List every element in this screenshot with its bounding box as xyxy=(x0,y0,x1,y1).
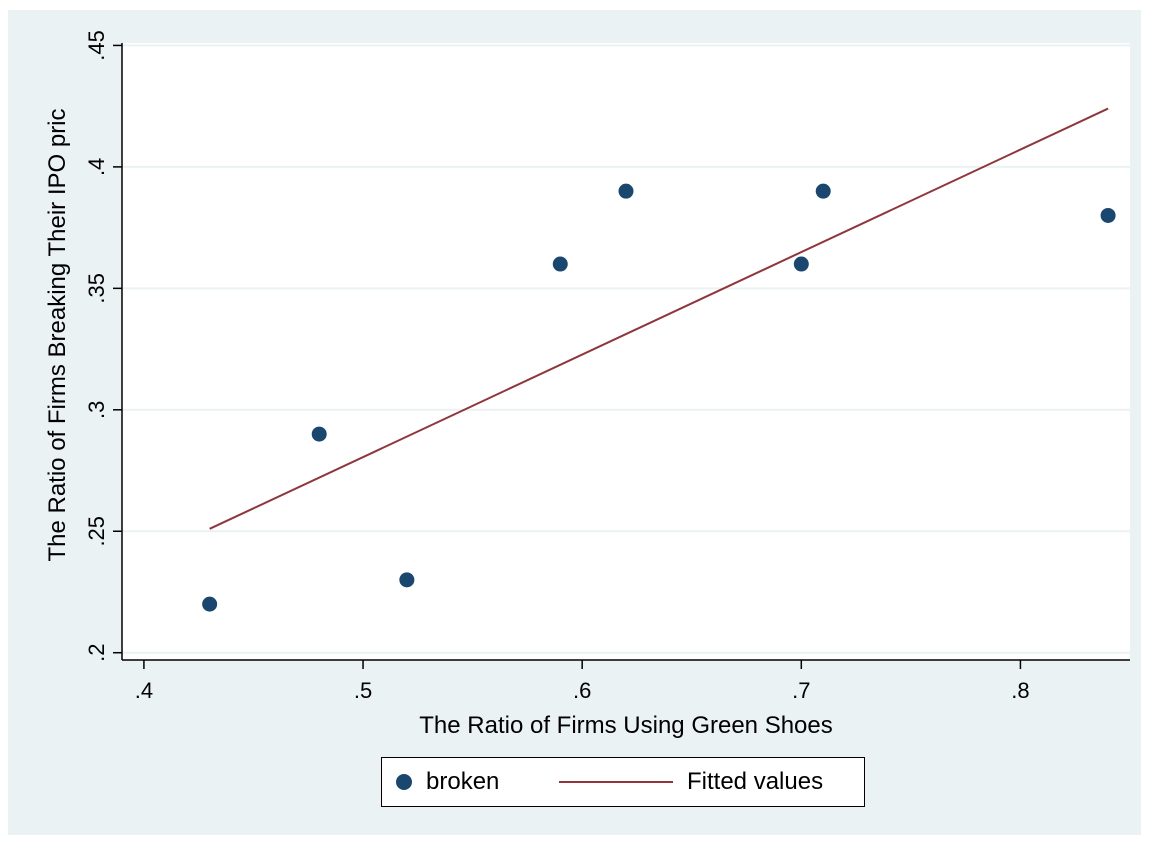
x-tick-label: .8 xyxy=(1011,678,1029,703)
fitted-line-layer xyxy=(209,107,1109,530)
y-axis-title: The Ratio of Firms Breaking Their IPO pr… xyxy=(44,108,71,561)
x-tick-label: .7 xyxy=(792,678,810,703)
plot-area xyxy=(122,43,1130,660)
grid-lines xyxy=(122,44,1130,654)
legend-marker-dot xyxy=(396,773,412,790)
data-point xyxy=(399,572,415,588)
scatter-points xyxy=(202,183,1116,612)
y-tick-label: .3 xyxy=(84,401,109,419)
legend: broken Fitted values xyxy=(381,757,865,807)
x-tick-label: .6 xyxy=(573,678,591,703)
x-axis-title: The Ratio of Firms Using Green Shoes xyxy=(419,712,833,739)
data-point xyxy=(311,426,327,442)
y-tick-label: .45 xyxy=(84,30,109,61)
legend-item-fitted: Fitted values xyxy=(559,758,823,805)
y-tick-label: .35 xyxy=(84,273,109,304)
data-point xyxy=(552,256,568,272)
y-tick-label: .4 xyxy=(84,158,109,176)
data-point xyxy=(202,596,218,612)
y-tick-label: .25 xyxy=(84,516,109,547)
legend-item-broken: broken xyxy=(396,758,499,805)
data-point xyxy=(815,183,831,199)
data-point xyxy=(1100,207,1116,223)
data-point xyxy=(618,183,634,199)
y-tick-label: .2 xyxy=(84,644,109,662)
legend-marker-line xyxy=(559,780,673,783)
data-point xyxy=(793,256,809,272)
x-tick-label: .5 xyxy=(354,678,372,703)
fitted-values-line xyxy=(209,107,1109,530)
legend-label-broken: broken xyxy=(426,767,500,795)
legend-label-fitted: Fitted values xyxy=(687,767,824,795)
axes: .2 .25 .3 .35 .4 .45 .4 .5 .6 .7 .8 xyxy=(84,30,1130,703)
x-tick-label: .4 xyxy=(135,678,153,703)
